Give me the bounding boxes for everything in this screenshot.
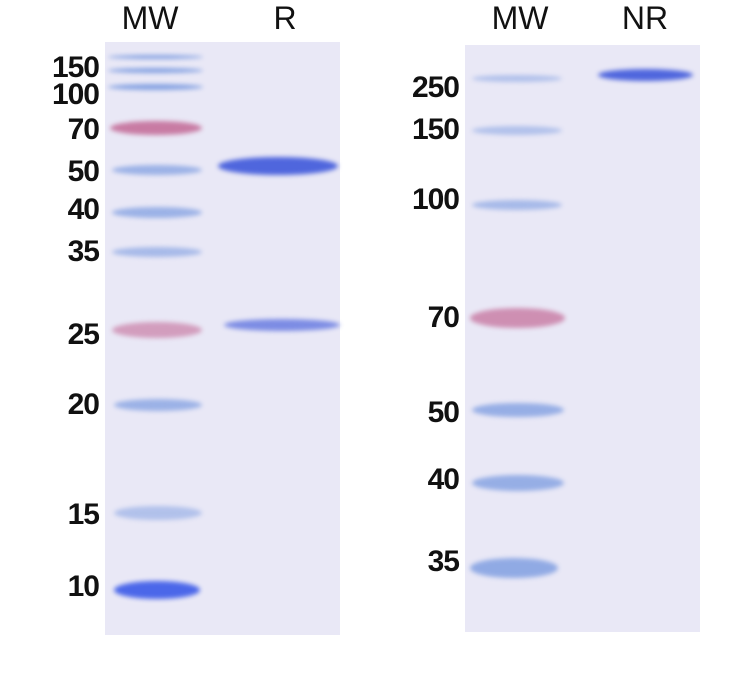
gel-band: [472, 475, 564, 491]
marker-label: 100: [411, 183, 460, 216]
gel-band: [112, 247, 202, 257]
marker-label: 70: [427, 301, 460, 334]
marker-label: 250: [411, 71, 460, 104]
gel-band: [472, 125, 562, 135]
marker-label: 50: [427, 396, 460, 429]
gel-band: [108, 67, 203, 73]
lane-header-r: R: [273, 0, 297, 36]
marker-label: 50: [67, 155, 100, 188]
gel-band: [110, 121, 202, 135]
gel-band: [472, 200, 562, 210]
gel-band: [114, 581, 200, 599]
gel-band: [224, 319, 340, 331]
marker-label: 20: [67, 388, 100, 421]
lane-header-mw-right: MW: [491, 0, 549, 36]
gel-band: [112, 206, 202, 218]
gel-band: [112, 165, 202, 175]
gel-band: [598, 69, 693, 81]
right-gel: [465, 45, 700, 632]
lane-header-nr: NR: [621, 0, 669, 36]
gel-band: [112, 322, 202, 338]
marker-label: 70: [67, 113, 100, 146]
marker-label: 35: [427, 545, 460, 578]
gel-band: [472, 74, 562, 82]
gel-band: [108, 55, 203, 59]
marker-label: 15: [67, 498, 100, 531]
gel-band: [470, 558, 558, 578]
marker-label: 100: [51, 78, 100, 111]
marker-label: 150: [411, 113, 460, 146]
gel-band: [114, 506, 202, 520]
left-gel: [105, 42, 340, 635]
gel-band: [470, 308, 565, 328]
marker-label: 40: [427, 463, 460, 496]
gel-band: [472, 403, 564, 417]
marker-label: 35: [67, 235, 100, 268]
marker-label: 25: [67, 318, 100, 351]
gel-band: [114, 399, 202, 411]
lane-header-mw-left: MW: [121, 0, 179, 36]
gel-band: [108, 84, 203, 90]
gel-band: [218, 157, 338, 175]
marker-label: 10: [67, 570, 100, 603]
marker-label: 150: [51, 51, 100, 84]
marker-label: 40: [67, 193, 100, 226]
